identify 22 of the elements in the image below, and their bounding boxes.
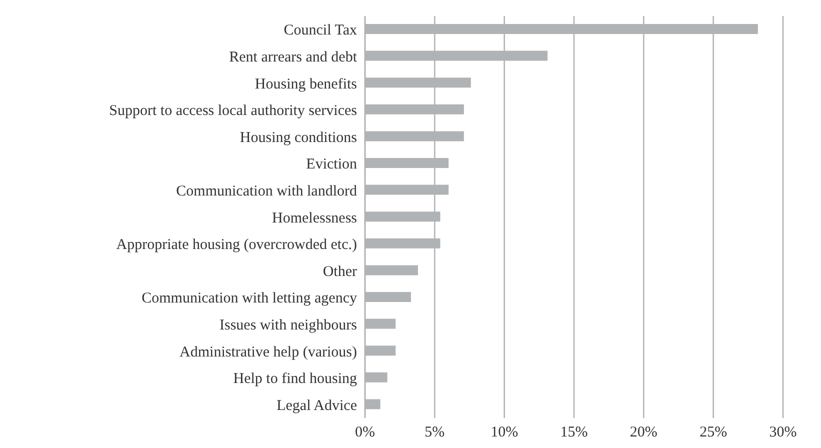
y-tick-label: Communication with letting agency bbox=[142, 290, 358, 307]
x-tick-label: 10% bbox=[490, 424, 518, 441]
x-tick-label: 5% bbox=[424, 424, 445, 441]
y-tick-label: Housing benefits bbox=[254, 76, 358, 92]
y-tick-label: Rent arrears and debt bbox=[229, 50, 358, 66]
y-tick-label: Support to access local authority services bbox=[109, 103, 358, 120]
y-tick-label: Administrative help (various) bbox=[180, 344, 357, 360]
y-tick-label: Help to find housing bbox=[233, 371, 358, 388]
y-tick-label: Appropriate housing (overcrowded etc.) bbox=[116, 237, 357, 254]
x-tick-label: 15% bbox=[560, 424, 588, 441]
y-tick-label: Issues with neighbours bbox=[220, 318, 358, 334]
x-tick-label: 30% bbox=[769, 424, 797, 441]
y-tick-label: Homelessness bbox=[272, 210, 358, 226]
x-tick-label: 25% bbox=[700, 424, 728, 441]
y-tick-label: Eviction bbox=[306, 156, 358, 173]
y-tick-label: Other bbox=[322, 264, 357, 280]
y-tick-label: Housing conditions bbox=[240, 130, 358, 146]
y-tick-label: Council Tax bbox=[284, 22, 358, 39]
y-tick-label: Legal Advice bbox=[276, 398, 358, 414]
x-tick-label: 0% bbox=[355, 424, 375, 441]
y-tick-label: Communication with landlord bbox=[176, 184, 358, 200]
x-tick-label: 20% bbox=[630, 424, 658, 441]
